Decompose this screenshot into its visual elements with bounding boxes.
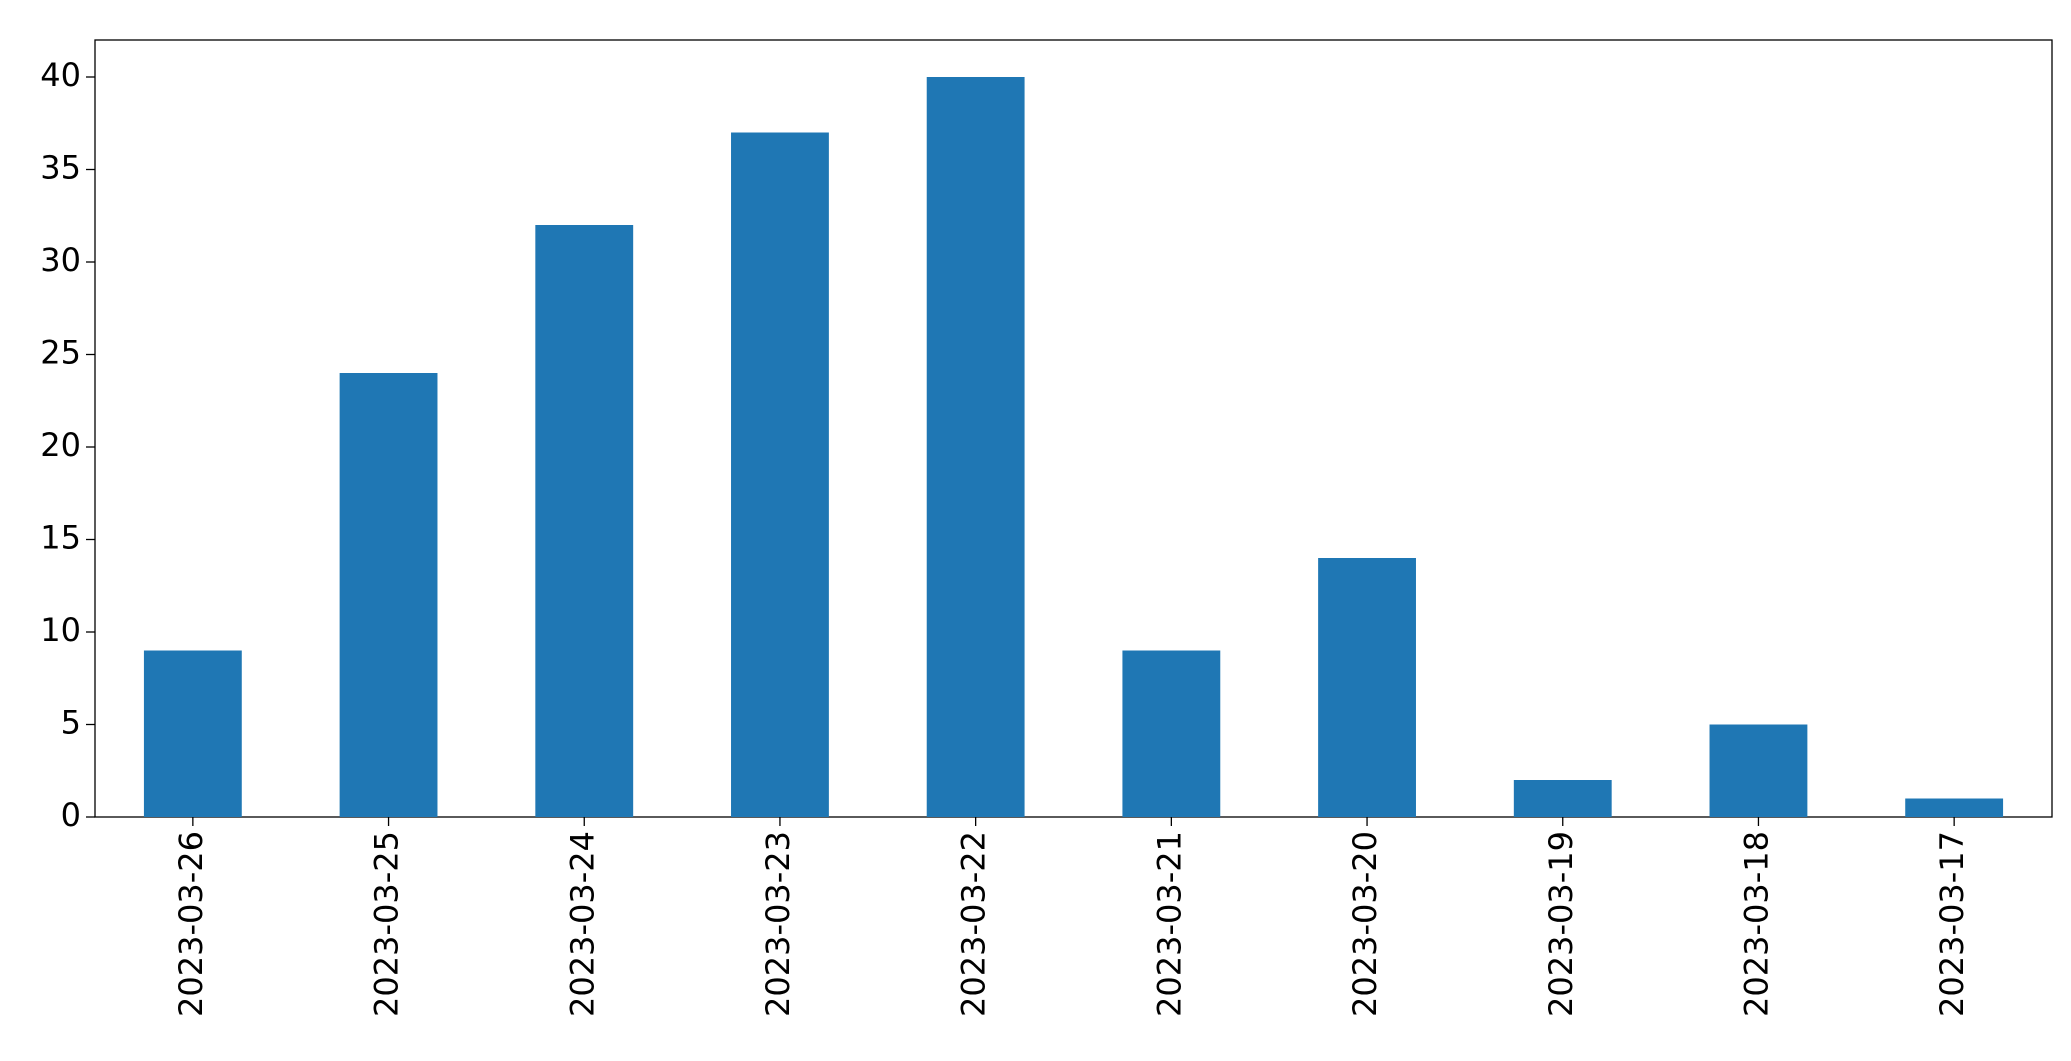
x-tick-label: 2023-03-19 — [1542, 831, 1580, 1017]
y-tick-label: 5 — [61, 704, 81, 742]
x-tick-label: 2023-03-24 — [563, 831, 601, 1017]
bar — [1513, 780, 1612, 817]
x-tick-label: 2023-03-21 — [1150, 831, 1188, 1017]
bar — [1709, 724, 1808, 817]
x-tick-label: 2023-03-18 — [1737, 831, 1775, 1017]
bar — [926, 77, 1025, 817]
y-tick-label: 15 — [40, 519, 81, 557]
bar — [339, 373, 438, 817]
y-tick-label: 30 — [40, 241, 81, 279]
bar — [731, 132, 829, 817]
y-tick-label: 35 — [40, 149, 81, 187]
x-tick-label: 2023-03-20 — [1346, 831, 1384, 1017]
x-tick-label: 2023-03-17 — [1933, 831, 1971, 1017]
x-tick-label: 2023-03-26 — [172, 831, 210, 1017]
bar — [1905, 798, 2004, 817]
y-tick-label: 40 — [40, 56, 81, 94]
y-tick-label: 0 — [61, 796, 81, 834]
x-tick-label: 2023-03-23 — [759, 831, 797, 1017]
bar — [143, 650, 242, 817]
y-tick-label: 10 — [40, 611, 81, 649]
y-tick-label: 20 — [40, 426, 81, 464]
bar — [1122, 650, 1221, 817]
bar — [535, 225, 634, 817]
x-tick-label: 2023-03-25 — [368, 831, 406, 1017]
y-tick-label: 25 — [40, 334, 81, 372]
plot-frame — [94, 39, 2053, 818]
bar — [1318, 558, 1416, 817]
x-tick-label: 2023-03-22 — [955, 831, 993, 1017]
